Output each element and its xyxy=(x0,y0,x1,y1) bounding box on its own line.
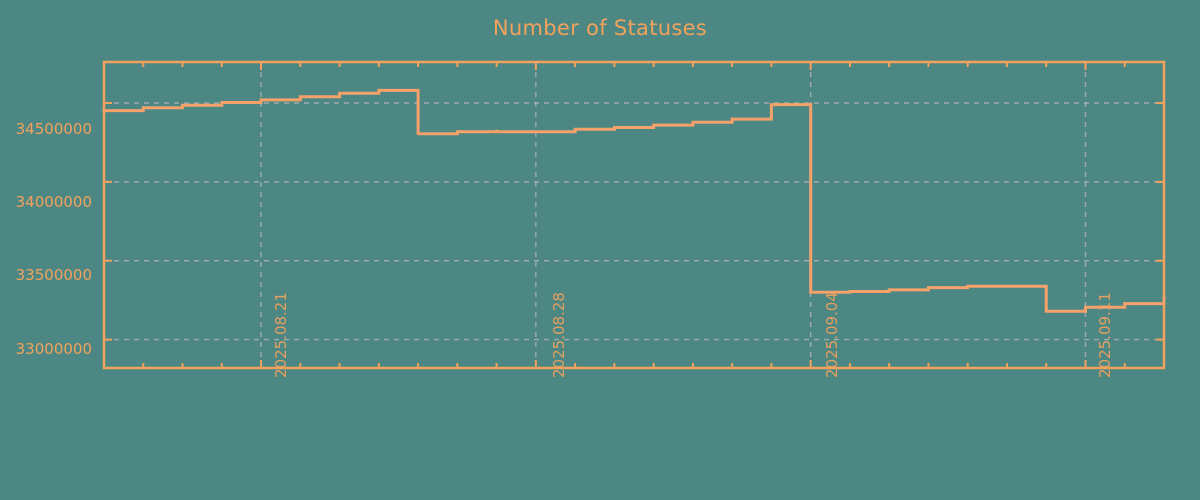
y-axis-tick-label: 33000000 xyxy=(15,340,92,358)
axis-ticks xyxy=(103,62,1165,368)
y-axis-tick-label: 33500000 xyxy=(15,266,92,284)
y-axis-tick-label: 34500000 xyxy=(15,120,92,138)
axis-frame xyxy=(102,60,1166,370)
page-title: Number of Statuses xyxy=(492,16,708,40)
data-series-line xyxy=(102,88,1166,313)
y-axis-tick-label: 34000000 xyxy=(15,193,92,211)
gridlines xyxy=(104,62,1164,368)
